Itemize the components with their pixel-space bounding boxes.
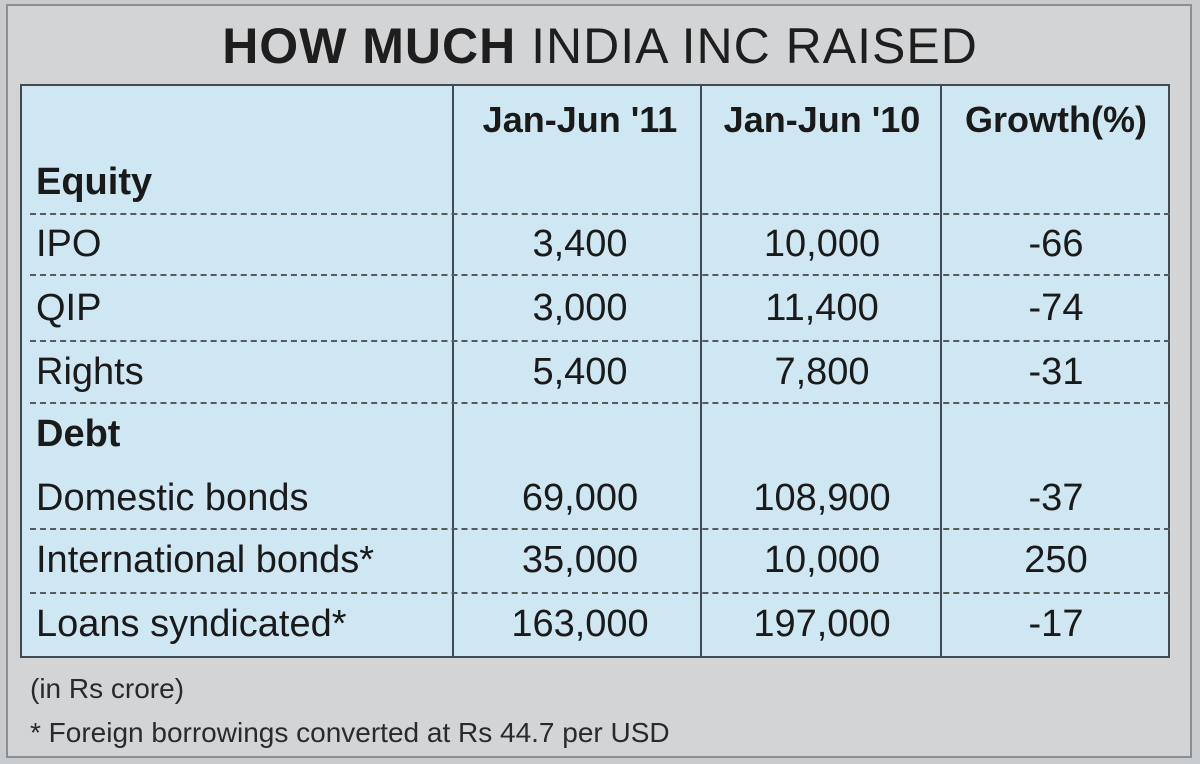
title-light: INDIA INC RAISED bbox=[531, 18, 978, 74]
section-label-debt: Debt bbox=[36, 413, 121, 455]
chart-title: HOW MUCH INDIA INC RAISED bbox=[0, 16, 1200, 76]
column-header-jan-jun-11: Jan-Jun '11 bbox=[482, 99, 678, 140]
row-label: QIP bbox=[36, 287, 102, 329]
column-divider-2 bbox=[700, 84, 702, 658]
row-label: IPO bbox=[36, 223, 102, 265]
row-divider bbox=[30, 592, 1170, 594]
table-cell: 7,800 bbox=[774, 351, 870, 393]
table-cell: 10,000 bbox=[763, 539, 881, 581]
table-cell: 163,000 bbox=[511, 603, 649, 645]
column-divider-1 bbox=[452, 84, 454, 658]
table-cell: 108,900 bbox=[753, 477, 891, 519]
unit-note: (in Rs crore) bbox=[30, 673, 185, 704]
row-divider bbox=[30, 340, 1170, 342]
table-cell: -37 bbox=[1028, 477, 1084, 519]
row-divider bbox=[30, 402, 1170, 404]
row-label: International bonds* bbox=[36, 539, 375, 581]
table-cell: -74 bbox=[1028, 287, 1084, 329]
column-header-growth: Growth(%) bbox=[965, 99, 1147, 140]
section-label-equity: Equity bbox=[36, 161, 153, 203]
row-divider bbox=[30, 213, 1170, 215]
table-cell: 197,000 bbox=[753, 603, 891, 645]
table-cell: -31 bbox=[1028, 351, 1084, 393]
table-cell: 3,400 bbox=[532, 223, 628, 265]
table-cell: 3,000 bbox=[532, 287, 628, 329]
column-divider-3 bbox=[940, 84, 942, 658]
column-header-jan-jun-10: Jan-Jun '10 bbox=[723, 99, 921, 140]
row-label: Loans syndicated* bbox=[36, 603, 347, 645]
footnote: * Foreign borrowings converted at Rs 44.… bbox=[30, 717, 670, 748]
table-cell: 250 bbox=[1024, 539, 1088, 581]
table-cell: 11,400 bbox=[765, 287, 879, 329]
table-cell: 35,000 bbox=[521, 539, 639, 581]
row-label: Domestic bonds bbox=[36, 477, 309, 519]
row-label: Rights bbox=[36, 351, 144, 393]
table-cell: 10,000 bbox=[763, 223, 881, 265]
table-cell: 69,000 bbox=[521, 477, 639, 519]
table-cell: -17 bbox=[1028, 603, 1084, 645]
row-divider bbox=[30, 528, 1170, 530]
title-bold: HOW MUCH bbox=[222, 18, 517, 74]
table-cell: 5,400 bbox=[532, 351, 628, 393]
row-divider bbox=[30, 274, 1170, 276]
data-table bbox=[20, 84, 1170, 658]
table-cell: -66 bbox=[1028, 223, 1084, 265]
